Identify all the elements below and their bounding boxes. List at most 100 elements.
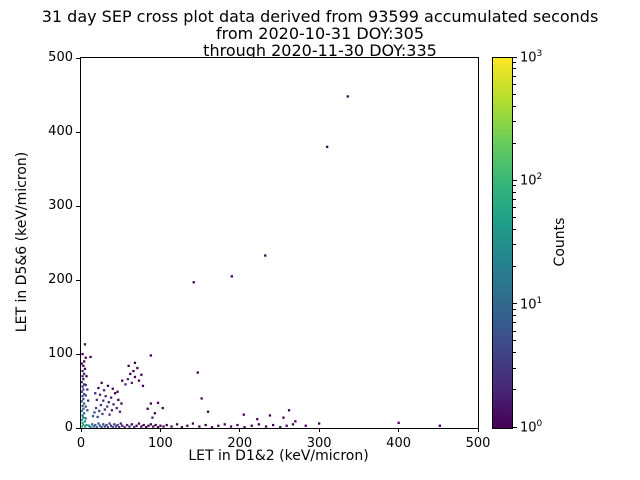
y-tick xyxy=(76,205,80,207)
data-point xyxy=(121,424,124,427)
data-point xyxy=(146,407,149,410)
colorbar-minor-tick xyxy=(513,207,516,209)
data-point xyxy=(81,409,83,413)
data-point xyxy=(104,395,107,398)
data-point xyxy=(107,401,110,404)
data-point xyxy=(106,384,110,387)
data-point xyxy=(82,398,85,401)
y-tick-label: 200 xyxy=(48,272,73,287)
data-point xyxy=(85,375,88,378)
data-point xyxy=(210,426,214,428)
data-point xyxy=(81,414,84,417)
data-point xyxy=(287,409,291,412)
colorbar-tick-label: 103 xyxy=(520,49,543,66)
data-point xyxy=(438,424,441,427)
colorbar-minor-tick xyxy=(513,83,516,85)
data-point xyxy=(84,417,87,420)
colorbar-minor-tick xyxy=(513,93,516,95)
data-point xyxy=(81,395,84,398)
data-point xyxy=(140,425,143,428)
data-point xyxy=(82,388,85,391)
data-point xyxy=(135,424,138,427)
data-point xyxy=(83,402,86,405)
data-point xyxy=(81,352,84,356)
chart-title-line-3: through 2020-11-30 DOY:335 xyxy=(203,41,437,60)
data-point xyxy=(83,420,87,423)
data-point xyxy=(137,379,141,382)
data-point xyxy=(294,420,297,423)
data-point xyxy=(123,426,126,428)
colorbar-minor-tick xyxy=(513,228,516,230)
data-point xyxy=(291,423,295,426)
colorbar-minor-tick xyxy=(513,75,516,77)
chart-title: 31 day SEP cross plot data derived from … xyxy=(0,8,640,59)
data-point xyxy=(103,425,106,428)
y-tick-label: 500 xyxy=(48,50,73,65)
data-point xyxy=(81,385,84,388)
colorbar-minor-tick xyxy=(513,68,516,70)
data-point xyxy=(127,364,130,367)
plot-area: 0 100 200 300 400 500 0 100 200 300 400 500 xyxy=(48,50,490,451)
data-point xyxy=(132,369,135,373)
data-point xyxy=(102,399,105,402)
data-point xyxy=(147,424,150,427)
data-point xyxy=(192,281,195,284)
data-point xyxy=(264,425,268,428)
data-point xyxy=(82,378,85,381)
data-point xyxy=(106,405,109,408)
data-point xyxy=(230,275,233,278)
colorbar-minor-tick xyxy=(513,308,516,310)
data-point xyxy=(105,423,108,427)
chart-title-line-1: 31 day SEP cross plot data derived from … xyxy=(41,7,599,26)
data-point xyxy=(236,423,239,427)
y-tick-label: 300 xyxy=(48,198,73,213)
data-point xyxy=(124,383,127,386)
data-point xyxy=(264,254,267,257)
data-point xyxy=(133,375,137,379)
y-tick xyxy=(76,427,80,429)
y-tick-label: 100 xyxy=(48,346,73,361)
y-axis-label: LET in D5&6 (keV/micron) xyxy=(14,151,30,333)
x-tick-label: 300 xyxy=(306,436,332,451)
colorbar-minor-tick xyxy=(513,216,516,218)
data-point xyxy=(110,396,113,399)
data-point xyxy=(108,413,111,416)
data-point xyxy=(102,389,106,392)
colorbar-minor-tick xyxy=(513,244,516,246)
colorbar xyxy=(492,57,513,429)
colorbar-minor-tick xyxy=(513,266,516,268)
data-point xyxy=(217,424,220,427)
data-point xyxy=(118,410,122,413)
data-point xyxy=(117,398,120,401)
data-point xyxy=(100,381,103,384)
data-point xyxy=(156,426,160,428)
colorbar-minor-tick xyxy=(513,142,516,144)
data-point xyxy=(92,425,95,428)
scatter-points-layer xyxy=(81,95,441,428)
data-point xyxy=(268,414,272,417)
colorbar-ticks: 100 101 102 103 xyxy=(492,49,552,435)
data-point xyxy=(83,383,86,386)
data-point xyxy=(149,423,152,426)
data-point xyxy=(115,406,118,410)
data-point xyxy=(116,390,119,393)
colorbar-tick xyxy=(513,56,517,58)
data-point xyxy=(149,354,152,357)
x-tick xyxy=(477,428,479,432)
colorbar-minor-tick xyxy=(513,62,516,64)
data-point xyxy=(128,425,131,428)
data-point xyxy=(346,95,349,98)
data-point xyxy=(180,426,183,428)
x-tick xyxy=(159,428,161,432)
data-point xyxy=(141,384,145,387)
data-point xyxy=(133,426,136,428)
colorbar-minor-tick xyxy=(513,191,516,193)
data-point xyxy=(110,409,114,412)
colorbar-minor-tick xyxy=(513,330,516,332)
colorbar-tick xyxy=(513,179,517,181)
data-point xyxy=(282,416,285,419)
data-point xyxy=(96,415,99,419)
data-point xyxy=(98,409,101,413)
data-point xyxy=(136,366,139,370)
